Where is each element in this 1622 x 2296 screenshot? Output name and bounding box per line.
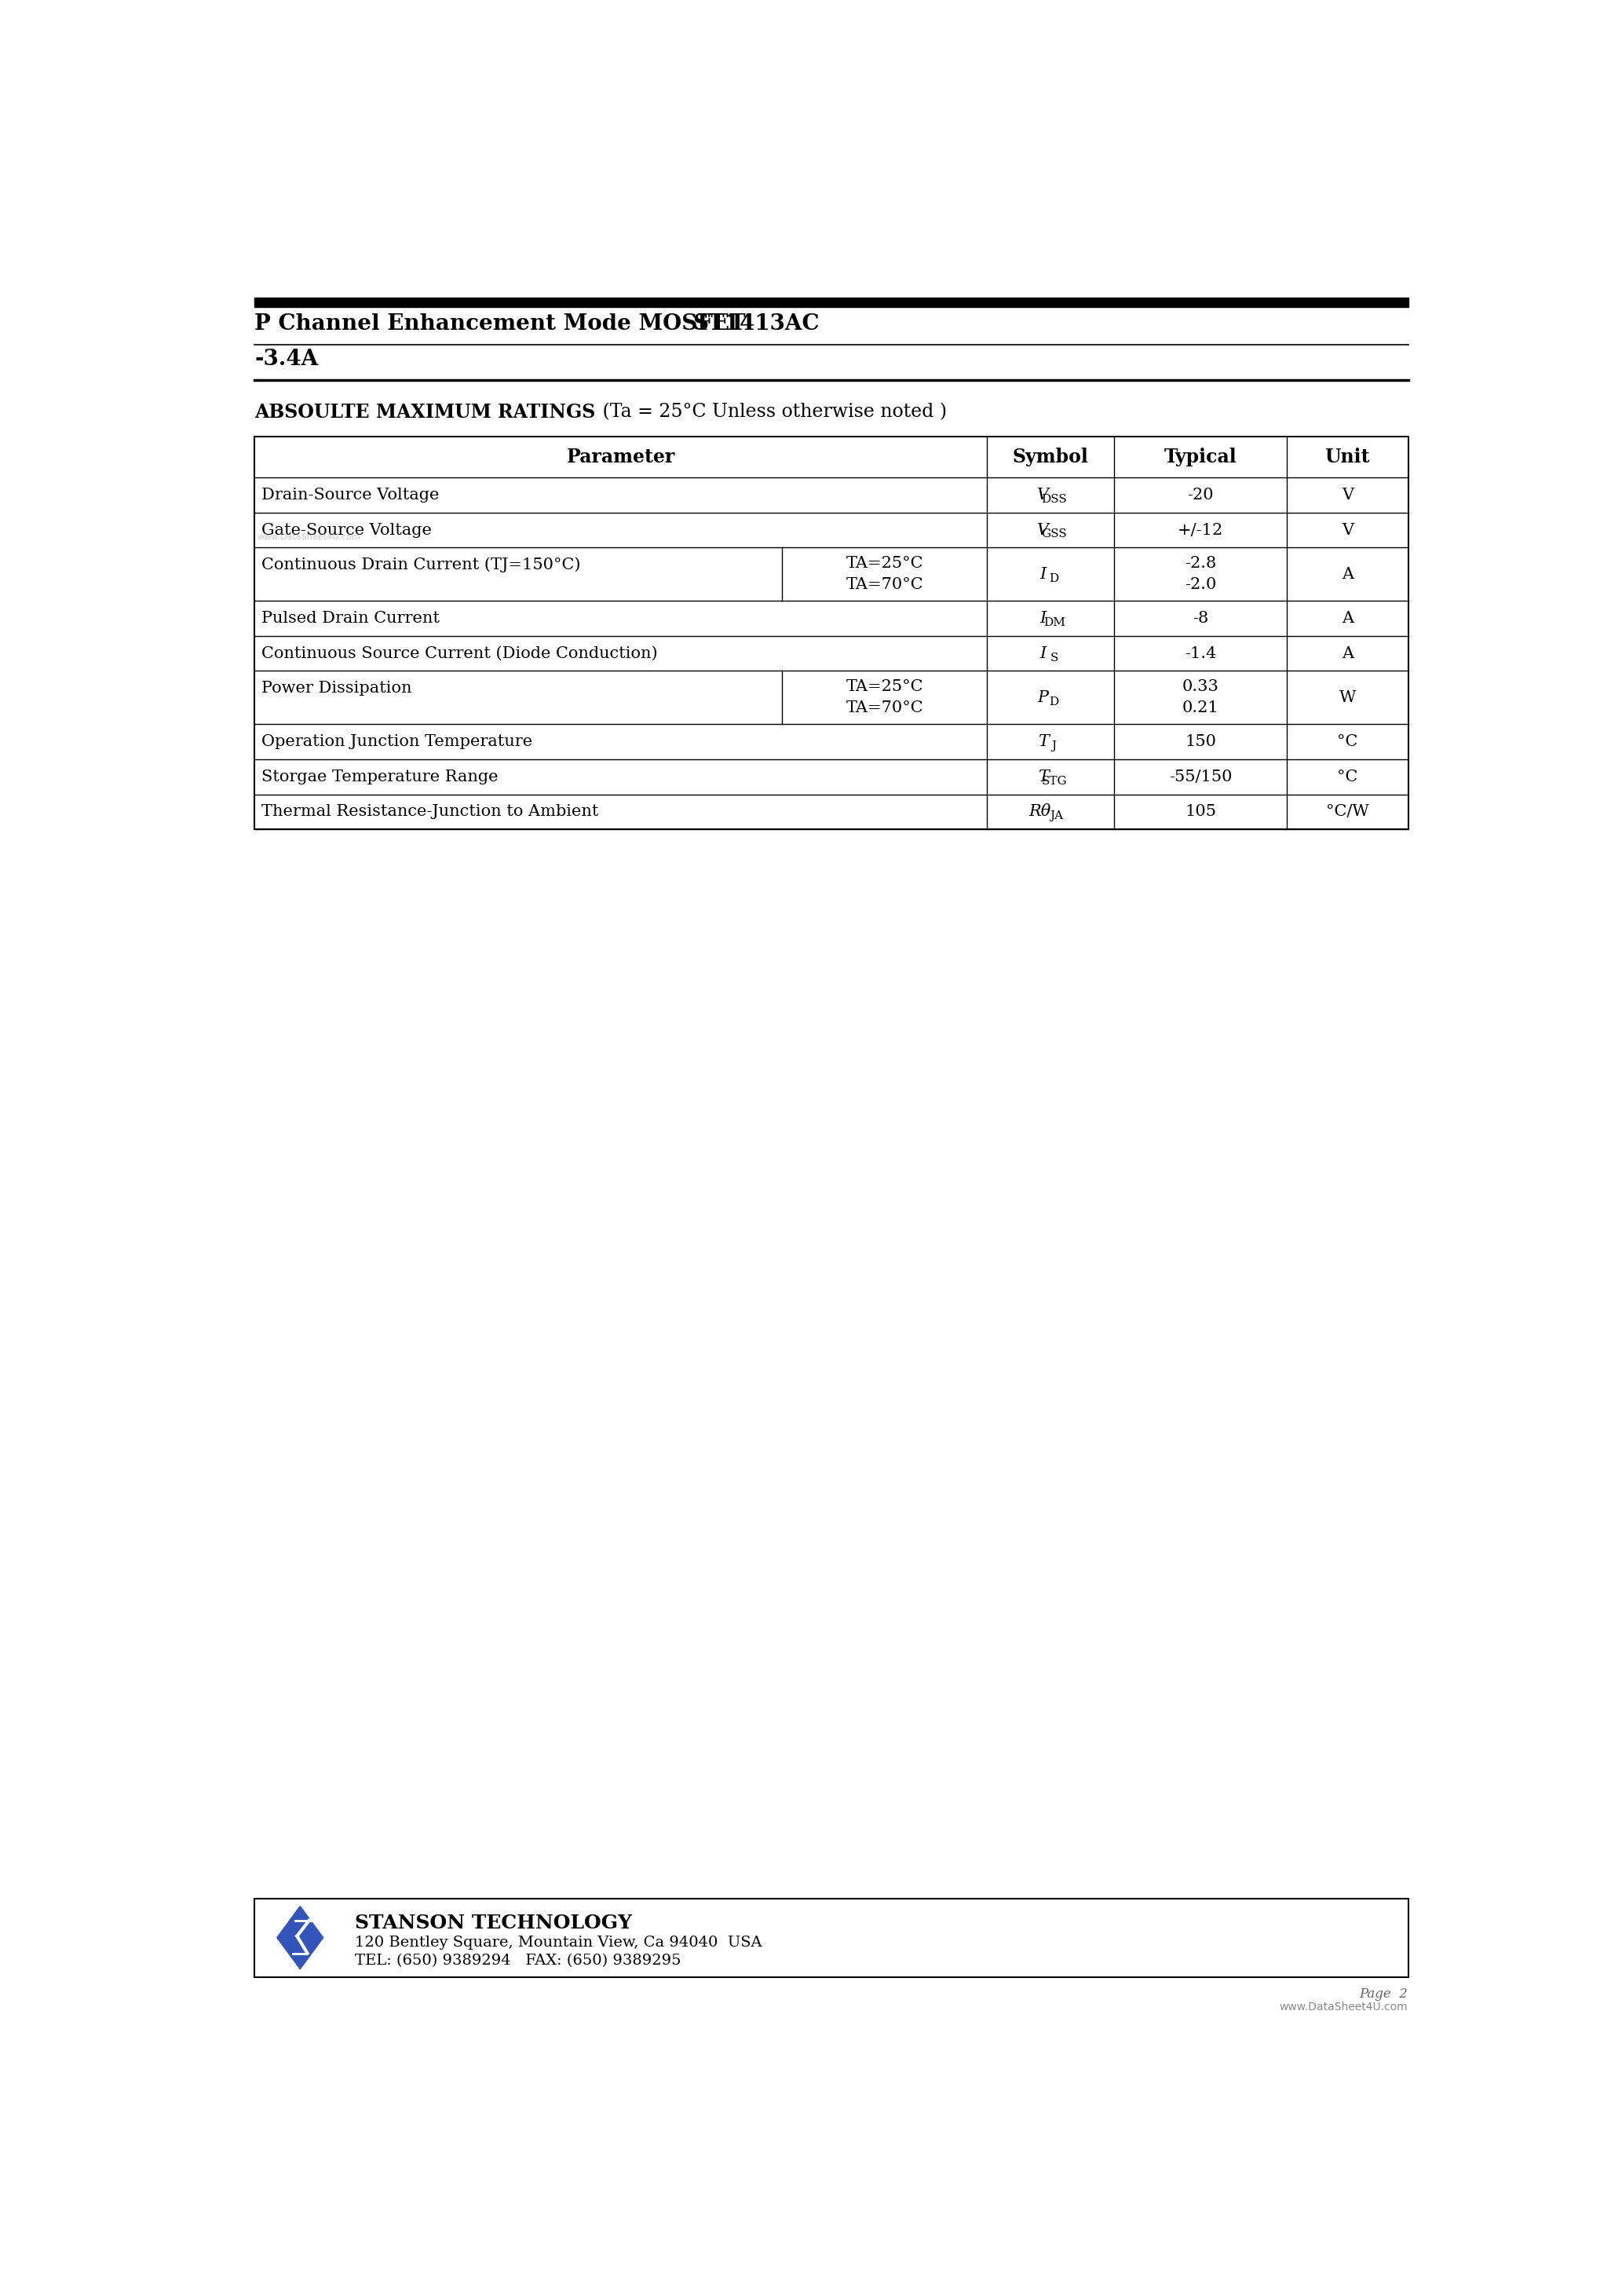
Text: STG: STG <box>1041 776 1067 788</box>
Text: Continuous Drain Current (TJ=150°C): Continuous Drain Current (TJ=150°C) <box>261 558 581 572</box>
Text: Power Dissipation: Power Dissipation <box>261 680 412 696</box>
Text: 105: 105 <box>1184 804 1216 820</box>
Text: Parameter: Parameter <box>566 448 675 466</box>
Text: Pulsed Drain Current: Pulsed Drain Current <box>261 611 440 627</box>
Text: Operation Junction Temperature: Operation Junction Temperature <box>261 735 532 748</box>
Text: +/-12: +/-12 <box>1178 523 1223 537</box>
Text: °C: °C <box>1337 769 1358 785</box>
Text: Rθ: Rθ <box>1028 804 1051 820</box>
Text: ABSOULTE MAXIMUM RATINGS: ABSOULTE MAXIMUM RATINGS <box>255 404 595 422</box>
Text: -55/150: -55/150 <box>1169 769 1233 785</box>
Text: A: A <box>1341 611 1353 627</box>
Text: T: T <box>1038 769 1048 785</box>
Text: www.DataSheet4U.com: www.DataSheet4U.com <box>258 533 360 542</box>
Text: T: T <box>1038 735 1048 748</box>
Text: D: D <box>1049 696 1059 707</box>
Text: 0.21: 0.21 <box>1182 700 1218 716</box>
Text: -8: -8 <box>1192 611 1208 627</box>
Text: TA=25°C: TA=25°C <box>845 680 923 693</box>
Text: ST1413AC: ST1413AC <box>693 312 819 335</box>
Text: GSS: GSS <box>1041 528 1067 540</box>
Text: Continuous Source Current (Diode Conduction): Continuous Source Current (Diode Conduct… <box>261 645 659 661</box>
Text: °C/W: °C/W <box>1325 804 1369 820</box>
Text: -2.8: -2.8 <box>1184 556 1216 572</box>
Text: DM: DM <box>1043 618 1066 629</box>
Text: TEL: (650) 9389294   FAX: (650) 9389295: TEL: (650) 9389294 FAX: (650) 9389295 <box>355 1954 681 1968</box>
Text: 150: 150 <box>1184 735 1216 748</box>
Text: 120 Bentley Square, Mountain View, Ca 94040  USA: 120 Bentley Square, Mountain View, Ca 94… <box>355 1936 762 1949</box>
Bar <box>255 1899 1408 1977</box>
Text: TA=70°C: TA=70°C <box>845 700 923 716</box>
Text: Drain-Source Voltage: Drain-Source Voltage <box>261 487 440 503</box>
Text: -20: -20 <box>1187 487 1213 503</box>
Text: Storgae Temperature Range: Storgae Temperature Range <box>261 769 498 785</box>
Text: TA=25°C: TA=25°C <box>845 556 923 572</box>
Bar <box>255 436 1408 829</box>
Text: V: V <box>1036 487 1049 503</box>
Text: W: W <box>1340 691 1356 705</box>
Text: Typical: Typical <box>1165 448 1238 466</box>
Text: Symbol: Symbol <box>1012 448 1088 466</box>
Text: S: S <box>1049 652 1058 664</box>
Text: P: P <box>1038 691 1049 705</box>
Text: P Channel Enhancement Mode MOSFET: P Channel Enhancement Mode MOSFET <box>255 312 746 335</box>
Text: I: I <box>1040 611 1046 627</box>
Text: Page  2: Page 2 <box>1359 1986 1408 2000</box>
Text: TA=70°C: TA=70°C <box>845 576 923 592</box>
Text: D: D <box>1049 574 1059 583</box>
Text: I: I <box>1040 567 1046 581</box>
Text: Gate-Source Voltage: Gate-Source Voltage <box>261 523 431 537</box>
Text: DSS: DSS <box>1041 494 1067 505</box>
Text: -3.4A: -3.4A <box>255 349 318 370</box>
Text: I: I <box>1040 645 1046 661</box>
Text: V: V <box>1341 523 1353 537</box>
Text: -1.4: -1.4 <box>1184 645 1216 661</box>
Text: 0.33: 0.33 <box>1182 680 1218 693</box>
Bar <box>255 296 1408 308</box>
Text: -2.0: -2.0 <box>1184 576 1216 592</box>
Text: J: J <box>1051 739 1056 751</box>
Text: A: A <box>1341 645 1353 661</box>
Text: STANSON TECHNOLOGY: STANSON TECHNOLOGY <box>355 1913 633 1933</box>
Text: V: V <box>1341 487 1353 503</box>
Text: A: A <box>1341 567 1353 581</box>
Text: Unit: Unit <box>1325 448 1371 466</box>
Text: (Ta = 25°C Unless otherwise noted ): (Ta = 25°C Unless otherwise noted ) <box>597 404 947 420</box>
Text: V: V <box>1036 523 1049 537</box>
Text: Thermal Resistance-Junction to Ambient: Thermal Resistance-Junction to Ambient <box>261 804 599 820</box>
Text: JA: JA <box>1049 810 1064 822</box>
Text: °C: °C <box>1337 735 1358 748</box>
Text: www.DataSheet4U.com: www.DataSheet4U.com <box>1280 2002 1408 2014</box>
Polygon shape <box>277 1906 323 1970</box>
